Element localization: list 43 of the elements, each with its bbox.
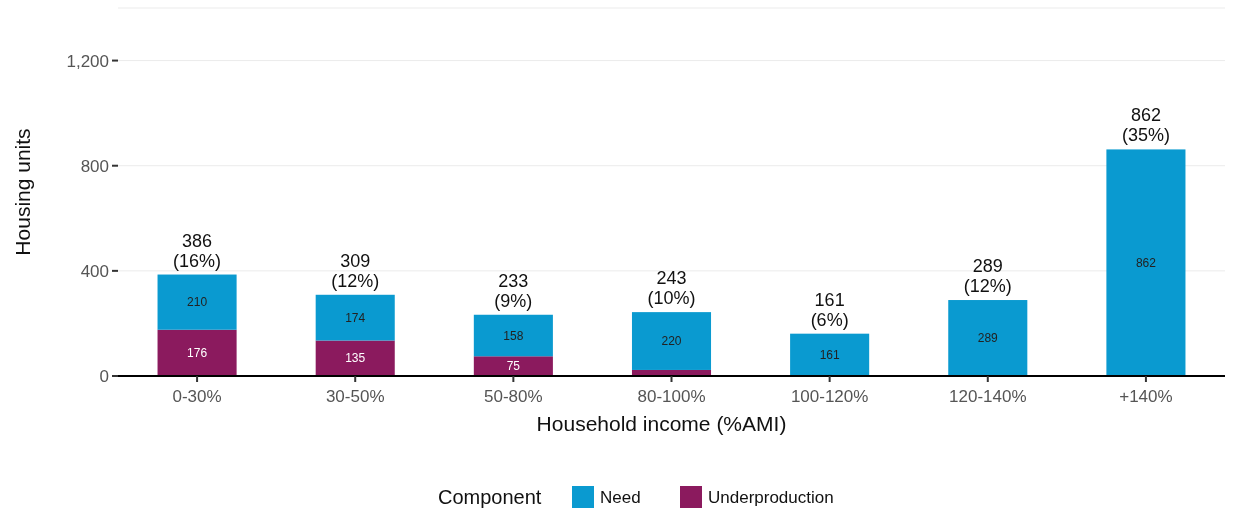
y-tick-label: 800 [80,156,109,176]
bar [315,294,395,341]
data-label: 210 [187,295,208,310]
data-label: 158 [503,328,524,343]
data-label: 135 [345,351,366,366]
data-label: 862 [1135,255,1157,270]
legend-label: Underproduction [708,488,834,507]
x-tick-label: 30-50% [325,387,385,406]
data-label: 176 [187,345,208,360]
x-tick-label: +140% [1119,387,1173,406]
data-label: 220 [661,334,682,349]
total-label: 386 (16%) [173,230,222,271]
total-label: 862 (35%) [1121,105,1170,146]
x-tick-label: 0-30% [172,387,222,406]
data-label: 161 [819,347,840,362]
x-axis-title: Household income (%AMI) [536,412,787,435]
bar [157,274,237,330]
bar [315,340,395,376]
bar [157,329,237,376]
total-label: 161 (6%) [810,289,849,330]
y-tick-label: 0 [99,367,109,386]
bar [473,356,553,376]
bar [631,312,712,370]
legend-label: Need [600,488,641,507]
total-label: 289 (12%) [963,256,1012,297]
x-tick-label: 50-80% [484,387,543,406]
total-label: 243 (10%) [647,268,696,309]
bar [1106,149,1186,376]
x-tick-label: 120-140% [949,387,1027,406]
data-label: 289 [977,331,999,346]
data-label: 174 [345,310,366,325]
x-tick-label: 80-100% [637,387,706,406]
bar [790,333,870,376]
total-label: 309 (12%) [331,250,380,291]
y-axis-title: Housing units [11,128,34,256]
bar [948,300,1028,376]
data-label: 75 [506,359,521,374]
y-tick-label: 1,200 [66,51,109,71]
bar [473,314,553,357]
x-tick-label: 100-120% [790,387,869,406]
total-label: 233 (9%) [494,270,533,311]
y-tick-label: 400 [80,261,109,281]
legend-title: Component [438,486,542,508]
